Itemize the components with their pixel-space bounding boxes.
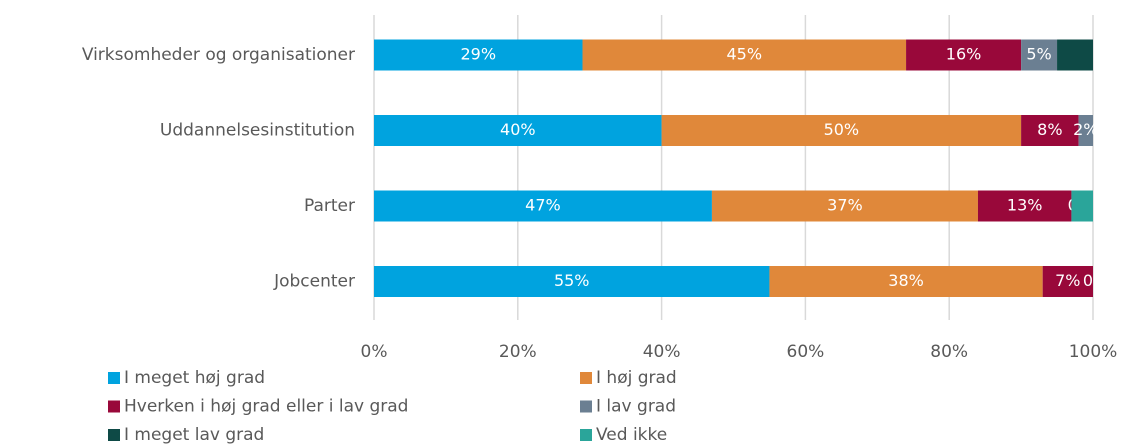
x-tick-label: 80% — [930, 342, 968, 362]
legend-swatch — [108, 400, 120, 413]
x-tick-label: 60% — [787, 342, 825, 362]
bar-segment — [1071, 190, 1093, 222]
x-tick-label: 100% — [1069, 342, 1118, 362]
legend-label: I meget lav grad — [124, 425, 264, 445]
x-tick-label: 0% — [361, 342, 388, 362]
legend-swatch — [580, 372, 592, 384]
legend-swatch — [108, 372, 120, 384]
data-label: 7% — [1055, 271, 1080, 290]
category-label: Virksomheder og organisationer — [82, 45, 355, 65]
legend-label: Hverken i høj grad eller i lav grad — [124, 397, 408, 417]
data-label: 37% — [827, 196, 863, 215]
bar-segment — [906, 39, 1022, 71]
data-label: 29% — [460, 45, 496, 64]
data-label: 38% — [888, 271, 924, 290]
bar-segment — [374, 190, 712, 222]
bar-segment — [582, 39, 907, 71]
bar-segment — [1042, 266, 1093, 297]
legend-label: I høj grad — [596, 368, 677, 388]
legend-label: Ved ikke — [596, 425, 667, 445]
bar-segment — [711, 190, 978, 222]
data-label: 40% — [500, 120, 536, 139]
category-label: Parter — [304, 196, 355, 216]
legend-label: I meget høj grad — [124, 368, 265, 388]
x-tick-label: 40% — [643, 342, 681, 362]
bar-segment — [1057, 39, 1093, 71]
bar-segment — [374, 39, 583, 71]
bar-segment — [1021, 39, 1058, 71]
bar-segment — [769, 266, 1043, 297]
data-label: 50% — [824, 120, 860, 139]
data-label: 2% — [1073, 120, 1098, 139]
bar-segment — [1078, 115, 1093, 146]
bar-segment — [374, 115, 662, 146]
bar-segment — [374, 266, 770, 297]
data-label: 8% — [1037, 120, 1062, 139]
legend-label: I lav grad — [596, 397, 676, 417]
legend-swatch — [580, 429, 592, 441]
data-label: 47% — [525, 196, 561, 215]
data-label: 0 — [1083, 271, 1093, 290]
data-label: 5% — [1026, 45, 1051, 64]
legend-swatch — [108, 429, 120, 441]
category-label: Uddannelsesinstitution — [160, 121, 355, 141]
data-label: 16% — [946, 45, 982, 64]
data-label: 55% — [554, 271, 590, 290]
bar-segment — [1021, 115, 1079, 146]
data-label: 45% — [727, 45, 763, 64]
x-tick-label: 20% — [499, 342, 537, 362]
category-label: Jobcenter — [273, 272, 355, 292]
legend-swatch — [580, 400, 592, 413]
bar-segment — [661, 115, 1022, 146]
data-label: 13% — [1007, 196, 1043, 215]
bar-segment — [977, 190, 1072, 222]
